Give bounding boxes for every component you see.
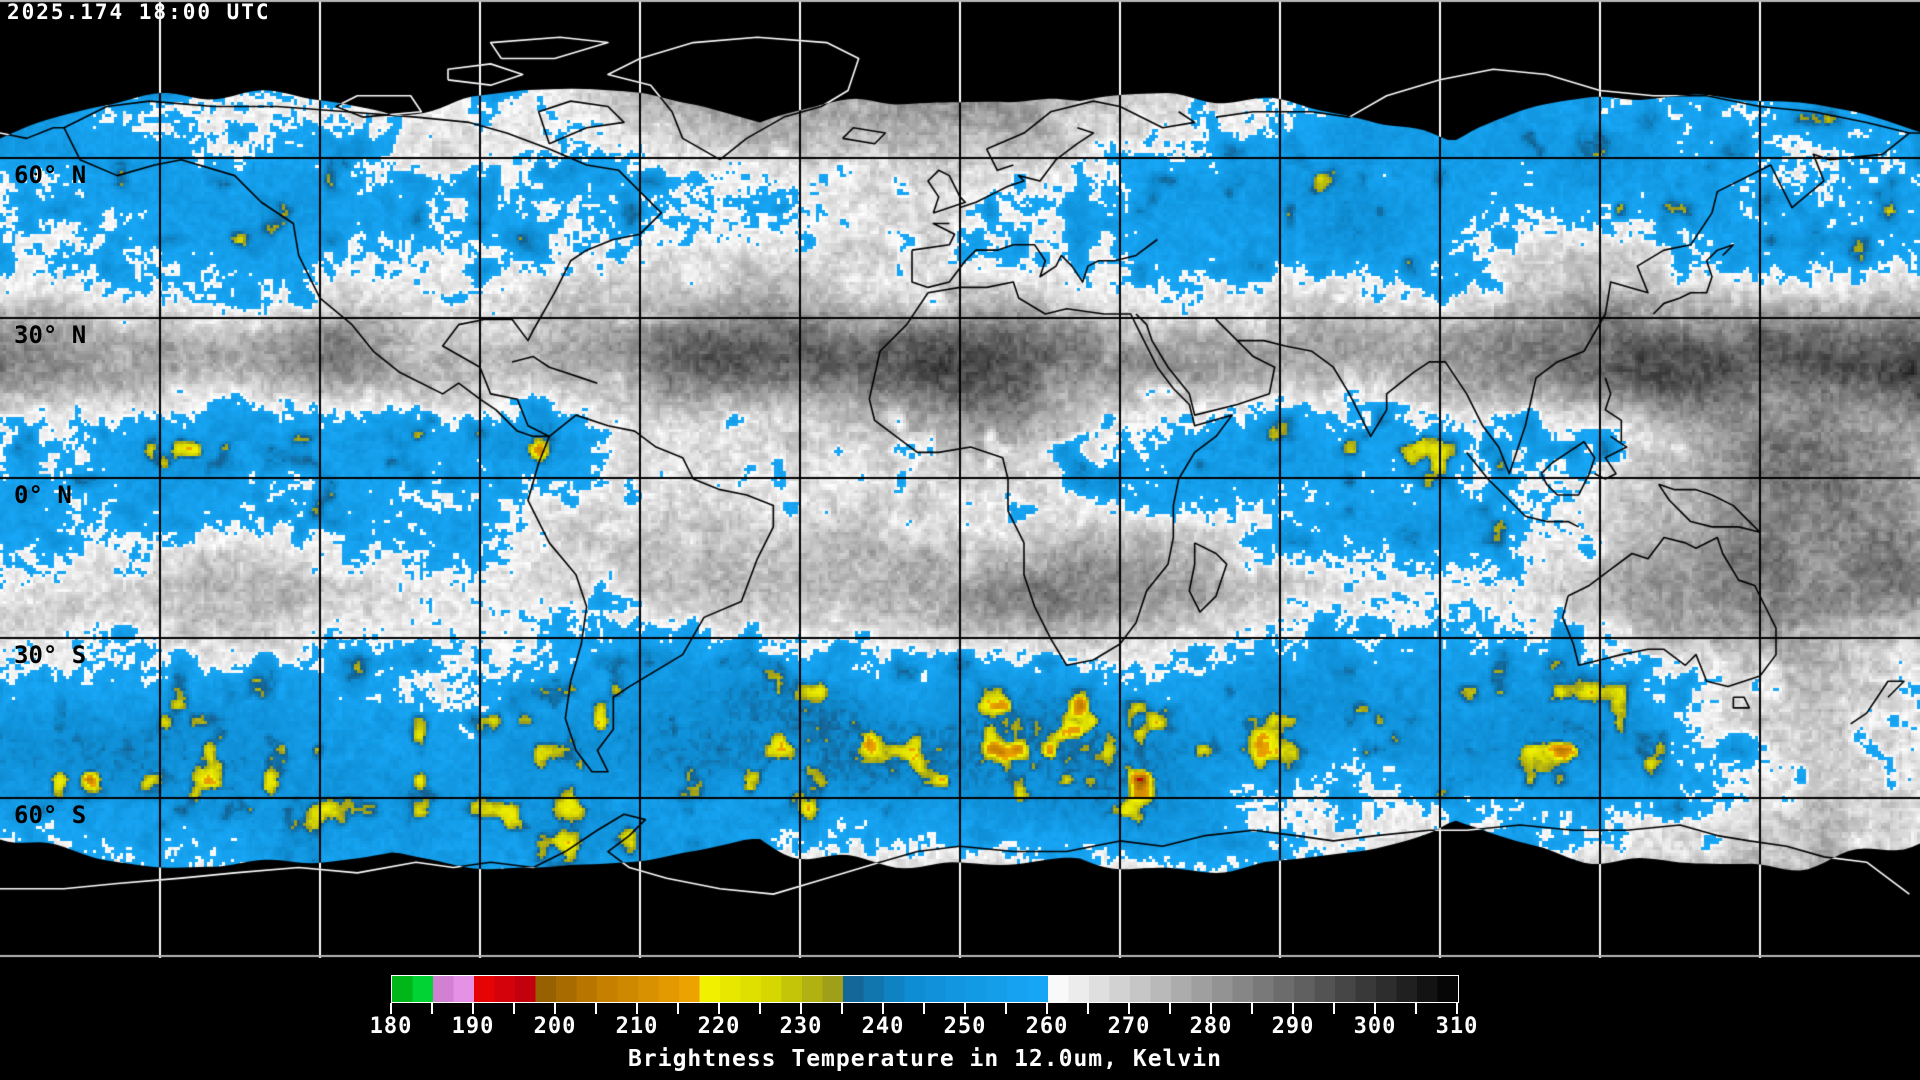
colorbar-tick [1046, 1003, 1048, 1014]
colorbar-tick [964, 1003, 966, 1014]
colorbar-tick-label: 300 [1353, 1014, 1397, 1039]
colorbar-tick [1005, 1003, 1007, 1014]
colorbar-tick [1456, 1003, 1458, 1014]
colorbar-tick-label: 270 [1107, 1014, 1151, 1039]
legend-caption: Brightness Temperature in 12.0um, Kelvin [628, 1046, 1222, 1072]
colorbar-tick [1251, 1003, 1253, 1014]
latitude-label-0n: 0° N [14, 481, 72, 509]
colorbar-tick [1087, 1003, 1089, 1014]
colorbar-tick [923, 1003, 925, 1014]
colorbar-tick [882, 1003, 884, 1014]
colorbar-tick [1333, 1003, 1335, 1014]
colorbar-tick [1128, 1003, 1130, 1014]
colorbar-tick [472, 1003, 474, 1014]
colorbar-tick [759, 1003, 761, 1014]
colorbar-tick-label: 290 [1271, 1014, 1315, 1039]
satellite-map-image [0, 0, 1920, 958]
latitude-label-60n: 60° N [14, 161, 87, 189]
colorbar-tick-label: 230 [779, 1014, 823, 1039]
colorbar-tick-label: 180 [369, 1014, 413, 1039]
colorbar-tick-label: 250 [943, 1014, 987, 1039]
colorbar-tick [841, 1003, 843, 1014]
latitude-label-30n: 30° N [14, 321, 87, 349]
legend: 180 190 200 210 220 230 240 250 260 270 280 290 300 3… [0, 958, 1920, 1080]
colorbar-tick-label: 240 [861, 1014, 905, 1039]
colorbar-tick-label: 200 [533, 1014, 577, 1039]
colorbar-tick [1415, 1003, 1417, 1014]
colorbar-tick [718, 1003, 720, 1014]
colorbar-tick [1292, 1003, 1294, 1014]
colorbar-tick [595, 1003, 597, 1014]
colorbar-tick [1169, 1003, 1171, 1014]
colorbar-tick [1210, 1003, 1212, 1014]
colorbar-tick [677, 1003, 679, 1014]
colorbar-tick [1374, 1003, 1376, 1014]
colorbar-tick [554, 1003, 556, 1014]
colorbar [391, 975, 1459, 1003]
colorbar-tick [431, 1003, 433, 1014]
colorbar-tick-label: 190 [451, 1014, 495, 1039]
colorbar-tick-label: 220 [697, 1014, 741, 1039]
colorbar-tick-label: 280 [1189, 1014, 1233, 1039]
timestamp-label: 2025.174 18:00 UTC [7, 0, 271, 24]
colorbar-tick [513, 1003, 515, 1014]
colorbar-tick-label: 310 [1435, 1014, 1479, 1039]
colorbar-tick [800, 1003, 802, 1014]
colorbar-tick [636, 1003, 638, 1014]
colorbar-tick-label: 210 [615, 1014, 659, 1039]
colorbar-tick [390, 1003, 392, 1014]
colorbar-tick-label: 260 [1025, 1014, 1069, 1039]
latitude-label-30s: 30° S [14, 641, 87, 669]
latitude-label-60s: 60° S [14, 801, 87, 829]
